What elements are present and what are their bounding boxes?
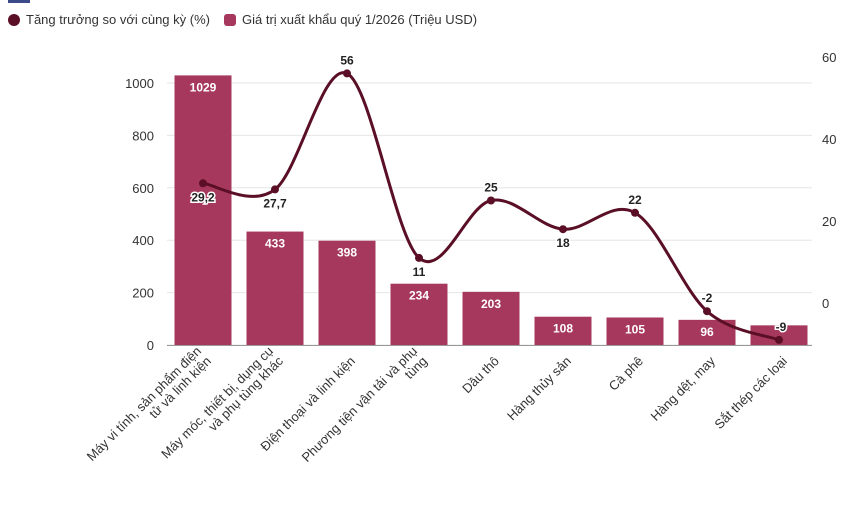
x-tick-label: Cà phê (606, 353, 646, 393)
left-tick-label: 600 (132, 181, 154, 196)
right-tick-label: 20 (822, 214, 836, 229)
growth-data-label: -9 (776, 320, 787, 334)
x-tick-label: Dầu thô (459, 353, 502, 396)
bar (534, 316, 592, 345)
growth-data-label: 22 (628, 193, 642, 207)
x-tick-label-line: Hàng dệt, may (648, 353, 719, 424)
top-accent-line (8, 0, 30, 3)
growth-point (199, 179, 207, 188)
right-tick-label: 0 (822, 296, 829, 311)
growth-point (415, 253, 423, 262)
legend-bar-swatch (223, 13, 236, 26)
bar (390, 283, 448, 345)
growth-data-label: -2 (702, 291, 713, 305)
growth-point (703, 307, 711, 316)
bar-data-label: 234 (409, 289, 429, 303)
right-tick-label: 60 (822, 50, 836, 65)
bar (750, 325, 808, 345)
growth-point (559, 225, 567, 234)
x-tick-label-line: Máy vi tính, sản phẩm điện (84, 343, 204, 463)
left-tick-label: 1000 (125, 76, 154, 91)
growth-point (343, 69, 351, 78)
growth-data-label: 29,2 (191, 190, 215, 204)
legend: Tăng trưởng so với cùng kỳ (%) Giá trị x… (8, 12, 477, 27)
growth-point (271, 185, 279, 194)
bar-data-label: 203 (481, 297, 501, 311)
left-tick-label: 400 (132, 233, 154, 248)
bar (318, 240, 376, 345)
bar-data-label: 433 (265, 237, 285, 251)
x-tick-label: Hàng thủy sản (504, 353, 574, 423)
legend-label-growth: Tăng trưởng so với cùng kỳ (%) (26, 12, 210, 27)
left-tick-label: 200 (132, 286, 154, 301)
bar (174, 75, 232, 345)
growth-point (487, 196, 495, 205)
x-tick-label: Hàng dệt, may (648, 353, 719, 424)
bar-data-label: 105 (625, 322, 645, 336)
growth-line (202, 71, 780, 342)
bar-data-label: 1029 (190, 80, 217, 94)
growth-data-label: 56 (340, 53, 354, 67)
bar (246, 231, 304, 345)
right-tick-label: 40 (822, 132, 836, 147)
bar-data-label: 398 (337, 246, 357, 260)
legend-line-swatch (8, 13, 20, 26)
bar (606, 317, 664, 345)
left-tick-label: 800 (132, 128, 154, 143)
growth-data-label: 18 (556, 236, 570, 250)
x-tick-label-line: Hàng thủy sản (504, 353, 574, 423)
legend-item-export[interactable]: Giá trị xuất khẩu quý 1/2026 (Triệu USD) (223, 12, 478, 27)
bar-data-label: 108 (553, 322, 573, 336)
legend-item-growth[interactable]: Tăng trưởng so với cùng kỳ (%) (8, 12, 210, 27)
left-tick-label: 0 (147, 338, 154, 353)
x-tick-label-line: Dầu thô (459, 353, 502, 396)
bar (462, 291, 520, 345)
growth-data-label: 11 (413, 265, 426, 279)
growth-data-label: 27,7 (263, 196, 287, 210)
growth-data-label: 25 (484, 181, 498, 195)
x-tick-label-line: Cà phê (606, 353, 646, 393)
growth-point (631, 208, 639, 217)
x-tick-label: Sắt thép các loại (711, 353, 790, 432)
bar-data-label: 96 (700, 325, 714, 339)
x-tick-label-line: Sắt thép các loại (711, 353, 790, 432)
growth-point (775, 335, 783, 344)
legend-label-export: Giá trị xuất khẩu quý 1/2026 (Triệu USD) (241, 12, 478, 27)
